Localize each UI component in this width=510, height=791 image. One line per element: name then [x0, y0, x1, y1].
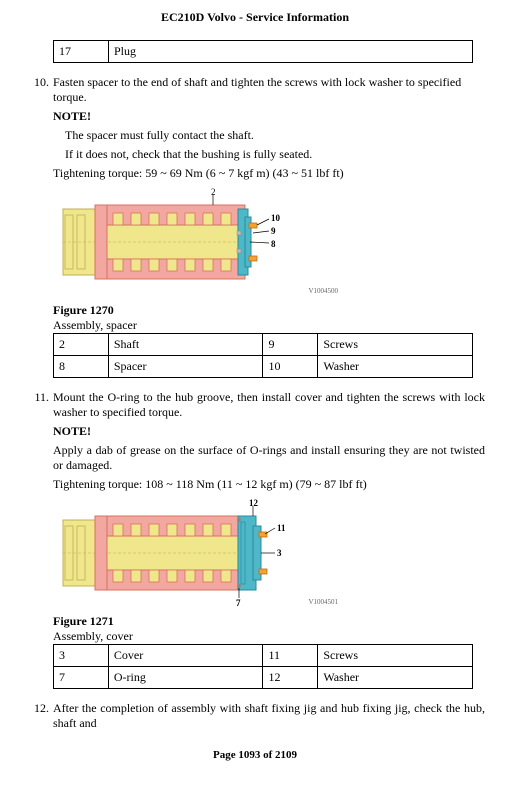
note-line: The spacer must fully contact the shaft.: [65, 128, 485, 143]
cell: 7: [54, 667, 109, 689]
step-12: 12. After the completion of assembly wit…: [25, 701, 485, 731]
table-1270: 2 Shaft 9 Screws 8 Spacer 10 Washer: [53, 333, 473, 378]
cell: 2: [54, 334, 109, 356]
figure-ref: V1004500: [308, 287, 338, 295]
step-number: 12.: [25, 701, 53, 716]
cell: 12: [263, 667, 318, 689]
table-1271: 3 Cover 11 Screws 7 O-ring 12 Washer: [53, 644, 473, 689]
step-text: Fasten spacer to the end of shaft and ti…: [53, 75, 485, 105]
cell: O-ring: [108, 667, 263, 689]
note-line: If it does not, check that the bushing i…: [65, 147, 485, 162]
step-text: After the completion of assembly with sh…: [53, 701, 485, 731]
cell: 3: [54, 645, 109, 667]
step-10: 10. Fasten spacer to the end of shaft an…: [25, 75, 485, 105]
figure-title: Assembly, spacer: [53, 318, 137, 332]
cell: 8: [54, 356, 109, 378]
cell: Screws: [318, 334, 473, 356]
figure-title: Assembly, cover: [53, 629, 133, 643]
figure-caption: Figure 1271 Assembly, cover: [53, 614, 485, 644]
figure-1271: 12 11 3 7 V1004501: [53, 498, 303, 608]
cell: Washer: [318, 356, 473, 378]
page-header: EC210D Volvo - Service Information: [25, 10, 485, 25]
cell: Shaft: [108, 334, 263, 356]
step-text: Mount the O-ring to the hub groove, then…: [53, 390, 485, 420]
step-number: 10.: [25, 75, 53, 90]
table-top: 17 Plug: [53, 40, 473, 63]
figure-1270: 2 10 9 8 V1004500: [53, 187, 303, 297]
callout-11: 11: [277, 523, 286, 533]
callout-2: 2: [211, 187, 216, 197]
note-line: Apply a dab of grease on the surface of …: [53, 443, 485, 473]
callout-12: 12: [249, 498, 259, 508]
page-footer: Page 1093 of 2109: [25, 749, 485, 761]
figure-caption: Figure 1270 Assembly, spacer: [53, 303, 485, 333]
figure-number: Figure 1271: [53, 614, 114, 628]
cell: Spacer: [108, 356, 263, 378]
cell: Screws: [318, 645, 473, 667]
callout-7: 7: [236, 598, 241, 608]
callout-9: 9: [271, 226, 276, 236]
step-11: 11. Mount the O-ring to the hub groove, …: [25, 390, 485, 420]
callout-10: 10: [271, 213, 281, 223]
figure-number: Figure 1270: [53, 303, 114, 317]
callout-8: 8: [271, 239, 276, 249]
torque-line: Tightening torque: 59 ~ 69 Nm (6 ~ 7 kgf…: [53, 166, 485, 181]
cell: 9: [263, 334, 318, 356]
cell: Plug: [109, 41, 473, 63]
cell: 11: [263, 645, 318, 667]
callout-3: 3: [277, 548, 282, 558]
note-heading: NOTE!: [53, 424, 485, 439]
cell: 17: [54, 41, 109, 63]
cell: Cover: [108, 645, 263, 667]
cell: 10: [263, 356, 318, 378]
figure-ref: V1004501: [308, 598, 338, 606]
step-number: 11.: [25, 390, 53, 405]
cell: Washer: [318, 667, 473, 689]
note-heading: NOTE!: [53, 109, 485, 124]
torque-line: Tightening torque: 108 ~ 118 Nm (11 ~ 12…: [53, 477, 485, 492]
